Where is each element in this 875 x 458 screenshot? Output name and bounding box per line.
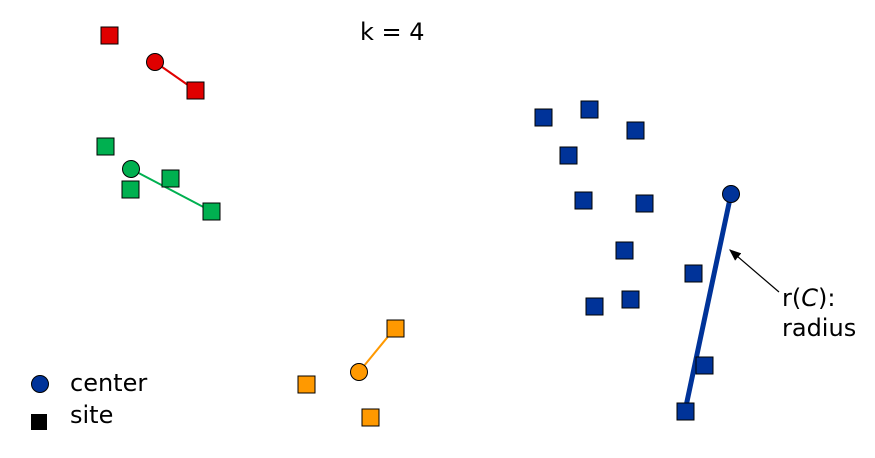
legend-center-symbol xyxy=(31,375,49,393)
blue-site xyxy=(585,297,604,316)
green-site xyxy=(121,180,140,199)
orange-site xyxy=(361,408,380,427)
radius-var: C xyxy=(801,284,818,312)
radius-word: radius xyxy=(782,314,857,342)
orange-site xyxy=(297,375,316,394)
blue-site xyxy=(695,356,714,375)
green-radius-line xyxy=(130,168,212,212)
blue-site xyxy=(580,100,599,119)
blue-site xyxy=(684,264,703,283)
blue-center xyxy=(722,185,740,203)
green-site xyxy=(161,169,180,188)
radius-notation: r(C): xyxy=(782,286,835,310)
blue-site xyxy=(574,191,593,210)
legend-site-label: site xyxy=(70,401,114,429)
radius-arrow xyxy=(729,249,780,293)
red-site xyxy=(100,26,119,45)
legend-site-symbol xyxy=(31,414,47,430)
legend-center-label: center xyxy=(70,369,148,397)
orange-site xyxy=(386,319,405,338)
blue-site xyxy=(635,194,654,213)
orange-center xyxy=(350,363,368,381)
cluster-red xyxy=(100,26,205,100)
green-center xyxy=(122,160,140,178)
green-site xyxy=(202,202,221,221)
blue-site xyxy=(534,108,553,127)
blue-site xyxy=(559,146,578,165)
red-site xyxy=(186,81,205,100)
k-label: k = 4 xyxy=(360,18,425,46)
radius-prefix: r( xyxy=(782,284,802,312)
red-center xyxy=(146,53,164,71)
cluster-blue xyxy=(534,100,740,421)
blue-site xyxy=(615,241,634,260)
cluster-green xyxy=(96,137,221,221)
blue-site xyxy=(626,121,645,140)
radius-suffix: ): xyxy=(818,284,836,312)
blue-site xyxy=(676,402,695,421)
green-site xyxy=(96,137,115,156)
cluster-orange xyxy=(297,319,405,427)
blue-radius-line xyxy=(682,193,734,412)
blue-site xyxy=(621,290,640,309)
